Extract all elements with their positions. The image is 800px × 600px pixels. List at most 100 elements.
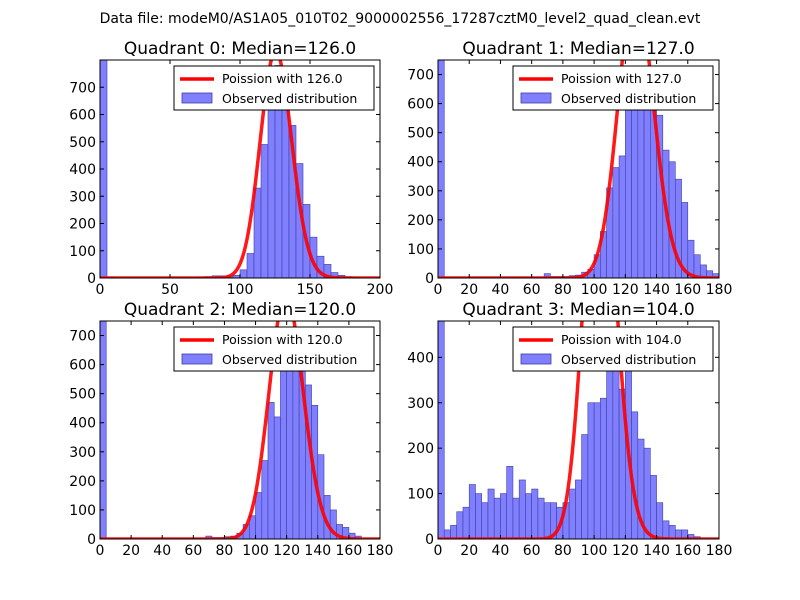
x-tick-label: 180	[706, 282, 733, 298]
x-tick-label: 100	[581, 282, 608, 298]
y-tick-label: 100	[407, 487, 434, 503]
histogram-bar	[481, 502, 489, 539]
x-tick-label: 0	[434, 543, 443, 559]
legend: Poission with 104.0 Observed distribution	[512, 326, 714, 372]
poisson-curve	[100, 321, 380, 539]
y-tick-label: 500	[69, 387, 96, 403]
y-tick-label: 700	[69, 329, 96, 345]
histogram-bar	[618, 155, 626, 278]
y-tick-label: 300	[69, 189, 96, 205]
y-tick-label: 0	[87, 271, 96, 287]
y-tick-label: 0	[425, 271, 434, 287]
histogram-bar	[462, 506, 470, 539]
x-tick-label: 140	[643, 282, 670, 298]
histogram-bar	[612, 347, 620, 539]
subplot-title: Quadrant 2: Median=120.0	[124, 300, 356, 320]
histogram-bar	[438, 321, 445, 539]
histogram-bar	[500, 493, 507, 539]
histogram-bar	[606, 347, 614, 539]
x-tick-label: 100	[581, 543, 608, 559]
x-tick-label: 160	[674, 282, 701, 298]
histogram-bar	[543, 502, 551, 539]
x-tick-label: 180	[367, 543, 394, 559]
y-tick-label: 200	[69, 474, 96, 490]
histogram-bar	[518, 479, 526, 539]
x-tick-label: 20	[122, 543, 140, 559]
histogram-bar	[246, 253, 255, 278]
y-tick-label: 600	[69, 108, 96, 124]
histogram-bar	[468, 484, 476, 539]
x-tick-label: 140	[304, 543, 331, 559]
x-tick-label: 200	[367, 282, 394, 298]
x-tick-label: 80	[554, 543, 572, 559]
legend: Poission with 126.0 Observed distribution	[173, 65, 375, 111]
y-tick-label: 700	[69, 80, 96, 96]
y-tick-label: 100	[69, 503, 96, 519]
x-tick-label: 60	[523, 282, 541, 298]
y-tick-label: 400	[407, 155, 434, 171]
legend-bar-swatch	[520, 353, 552, 365]
histogram-bar	[260, 144, 269, 278]
x-tick-label: 40	[153, 543, 171, 559]
histogram-bar	[267, 100, 276, 278]
histogram-bar	[273, 416, 281, 539]
legend-observed-label: Observed distribution	[222, 352, 357, 367]
legend: Poission with 120.0 Observed distribution	[173, 326, 375, 372]
histogram-bar	[261, 460, 269, 539]
y-tick-label: 400	[69, 162, 96, 178]
x-tick-label: 20	[460, 282, 478, 298]
x-tick-label: 120	[273, 543, 300, 559]
axes-frame	[437, 320, 720, 540]
x-tick-label: 100	[227, 282, 254, 298]
x-tick-label: 60	[523, 543, 541, 559]
histogram-bar	[593, 402, 601, 539]
poisson-curve	[438, 60, 719, 278]
histogram-bar	[280, 355, 287, 539]
histogram-bars	[100, 321, 362, 539]
subplot-title: Quadrant 3: Median=104.0	[462, 300, 694, 320]
y-tick-label: 100	[407, 242, 434, 258]
x-tick-label: 120	[612, 543, 639, 559]
histogram-bar	[587, 402, 595, 539]
y-tick-label: 200	[69, 217, 96, 233]
histogram-bar	[650, 475, 657, 539]
histogram-bar	[625, 106, 632, 278]
histogram-bar	[668, 525, 676, 539]
legend-observed-label: Observed distribution	[561, 352, 696, 367]
histogram-bar	[267, 402, 275, 539]
histogram-bar	[631, 100, 639, 278]
histogram-bar	[525, 493, 532, 539]
x-tick-label: 60	[184, 543, 202, 559]
legend-bar-swatch	[520, 92, 552, 104]
x-tick-label: 50	[161, 282, 179, 298]
histogram-bar	[693, 254, 701, 278]
y-tick-label: 0	[87, 532, 96, 548]
legend-poisson-label: Poission with 126.0	[222, 71, 343, 86]
x-tick-label: 120	[612, 282, 639, 298]
histogram-bar	[612, 167, 620, 278]
x-tick-label: 180	[706, 543, 733, 559]
x-tick-label: 40	[492, 543, 510, 559]
histogram-bars	[438, 60, 719, 278]
y-tick-label: 400	[407, 350, 434, 366]
legend-bar-swatch	[181, 353, 213, 365]
y-tick-label: 600	[69, 358, 96, 374]
legend-poisson-label: Poission with 127.0	[561, 71, 682, 86]
subplot-title: Quadrant 0: Median=126.0	[124, 39, 356, 59]
figure-suptitle: Data file: modeM0/AS1A05_010T02_90000025…	[100, 11, 701, 27]
y-tick-label: 0	[425, 532, 434, 548]
legend-bar-swatch	[181, 92, 213, 104]
y-tick-label: 300	[69, 445, 96, 461]
histogram-bar	[656, 502, 664, 539]
histogram-bar	[568, 488, 576, 539]
histogram-bar	[512, 497, 520, 539]
legend-observed-label: Observed distribution	[222, 91, 357, 106]
y-tick-label: 200	[407, 213, 434, 229]
x-tick-label: 0	[96, 543, 105, 559]
subplot-quadrant-1: 0 20 40 60 80 100 120 140 160 1800100200300400500…	[407, 39, 733, 298]
histogram-bar	[487, 488, 495, 539]
histogram-bar	[643, 447, 651, 539]
histogram-bar	[456, 511, 464, 539]
legend-observed-label: Observed distribution	[561, 91, 696, 106]
subplot-quadrant-3: 0 20 40 60 80 100 120 140 160 1800100200300400Qua…	[407, 300, 733, 559]
